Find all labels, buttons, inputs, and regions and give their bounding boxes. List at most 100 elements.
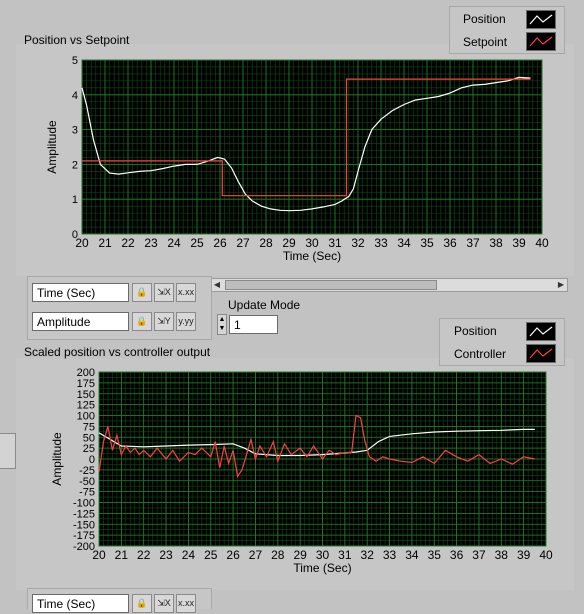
x-tick-label: 35 [428, 548, 442, 562]
y-tick-label: 1 [72, 194, 78, 206]
x-tick-label: 28 [259, 236, 273, 250]
legend-label: Controller [454, 347, 507, 361]
update-mode-label: Update Mode [228, 298, 301, 312]
y-format-button[interactable]: y.yy [176, 312, 196, 331]
x-tick-label: 28 [271, 548, 285, 562]
legend-swatch-setpoint[interactable] [526, 32, 556, 51]
lock-icon: 🔒 [136, 598, 148, 608]
x-tick-label: 23 [159, 548, 173, 562]
autoscale-y-icon: ⇲Y [157, 316, 171, 326]
y-autoscale-button[interactable]: ⇲Y [154, 312, 174, 331]
x-tick-label: 38 [495, 548, 509, 562]
legend-swatch-position[interactable] [526, 322, 556, 341]
increment-icon[interactable]: ▲ [218, 316, 226, 323]
x-tick-label: 21 [115, 548, 129, 562]
x-tick-label: 40 [535, 236, 549, 250]
x-format-button[interactable]: x.xx [176, 594, 196, 613]
y-tick-label: 5 [72, 55, 78, 67]
x-axis-label: Time (Sec) [293, 561, 351, 575]
x-scale-name-field[interactable]: Time (Sec) [32, 594, 129, 613]
legend-item-position[interactable]: Position [450, 8, 564, 30]
x-tick-label: 20 [92, 548, 106, 562]
x-tick-label: 39 [512, 236, 526, 250]
legend-item-setpoint[interactable]: Setpoint [450, 31, 564, 53]
legend-swatch-controller[interactable] [526, 344, 556, 363]
x-autoscale-button[interactable]: ⇲X [154, 594, 174, 613]
series-line-position [81, 76, 531, 212]
graph2-title: Scaled position vs controller output [24, 345, 211, 359]
x-tick-label: 31 [328, 236, 342, 250]
y-scale-name-field[interactable]: Amplitude [32, 312, 129, 331]
left-edge-tab [0, 433, 16, 469]
y-tick-label: 0 [72, 229, 78, 241]
x-tick-label: 37 [466, 236, 480, 250]
y-tick-label: 50 [83, 432, 95, 444]
graph1-plot[interactable]: 20 21 22 23 24 25 26 27 28 29 30 31 32 33 34 35 36 37 38 39… [16, 50, 574, 276]
y-tick-label: -125 [73, 508, 95, 520]
y-tick-label: -50 [79, 476, 95, 488]
x-tick-label: 32 [351, 236, 365, 250]
x-tick-label: 24 [182, 548, 196, 562]
x-scale-lock-button[interactable]: 🔒 [132, 594, 152, 613]
y-tick-label: -75 [79, 487, 95, 499]
x-tick-label: 32 [361, 548, 375, 562]
x-format-button[interactable]: x.xx [176, 283, 196, 302]
autoscale-x-icon: ⇲X [157, 598, 171, 608]
update-mode-input[interactable]: 1 [229, 315, 278, 334]
x-tick-label: 26 [226, 548, 240, 562]
y-tick-label: 3 [72, 125, 78, 137]
scroll-thumb[interactable] [225, 280, 437, 290]
y-tick-label: 150 [77, 389, 95, 401]
x-autoscale-button[interactable]: ⇲X [154, 283, 174, 302]
x-scale-name-field[interactable]: Time (Sec) [32, 283, 129, 302]
x-tick-label: 34 [397, 236, 411, 250]
x-tick-label: 24 [167, 236, 181, 250]
x-tick-label: 36 [443, 236, 457, 250]
x-tick-label: 40 [539, 548, 553, 562]
y-tick-label: 200 [77, 367, 95, 379]
legend-swatch-position[interactable] [526, 10, 556, 29]
scroll-right-arrow[interactable]: ▶ [557, 280, 565, 289]
y-tick-label: 25 [83, 443, 95, 455]
x-tick-label: 31 [338, 548, 352, 562]
x-tick-label: 29 [293, 548, 307, 562]
graph2-plot[interactable]: 20 21 22 23 24 25 26 27 28 29 30 31 32 33 34 35 36 37 38 39… [16, 364, 574, 590]
x-tick-label: 30 [305, 236, 319, 250]
graph2-legend: Position Controller [439, 318, 565, 366]
series-line-setpoint [82, 78, 531, 197]
x-tick-label: 25 [204, 548, 218, 562]
x-tick-label: 23 [144, 236, 158, 250]
x-tick-label: 26 [213, 236, 227, 250]
x-scale-lock-button[interactable]: 🔒 [132, 283, 152, 302]
x-tick-label: 33 [374, 236, 388, 250]
x-tick-label: 34 [405, 548, 419, 562]
y-tick-label: -200 [73, 541, 95, 553]
y-axis-label: Amplitude [45, 120, 59, 174]
y-format-label: y.yy [178, 316, 194, 326]
y-tick-label: 100 [77, 411, 95, 423]
series-line-controller [98, 414, 535, 478]
legend-label: Position [463, 12, 506, 26]
x-tick-label: 39 [517, 548, 531, 562]
x-tick-label: 22 [121, 236, 135, 250]
y-tick-label: -150 [73, 519, 95, 531]
x-tick-label: 22 [137, 548, 151, 562]
legend-item-position[interactable]: Position [440, 320, 564, 342]
graph1-x-scrollbar[interactable]: ◀ ▶ [210, 278, 568, 292]
x-format-label: x.xx [177, 598, 194, 608]
scroll-left-arrow[interactable]: ◀ [213, 280, 221, 289]
y-scale-lock-button[interactable]: 🔒 [132, 312, 152, 331]
graph1-title: Position vs Setpoint [24, 33, 130, 47]
x-format-label: x.xx [177, 287, 194, 297]
series-line-position [98, 428, 535, 457]
x-tick-label: 29 [282, 236, 296, 250]
decrement-icon[interactable]: ▼ [218, 325, 226, 332]
update-mode-stepper[interactable]: ▲ ▼ [217, 314, 227, 335]
y-tick-label: -25 [79, 465, 95, 477]
x-tick-label: 25 [190, 236, 204, 250]
x-axis-label: Time (Sec) [283, 249, 341, 263]
graph1-legend: Position Setpoint [449, 6, 565, 54]
legend-item-controller[interactable]: Controller [440, 343, 564, 365]
x-tick-label: 20 [75, 236, 89, 250]
lock-icon: 🔒 [136, 287, 148, 297]
